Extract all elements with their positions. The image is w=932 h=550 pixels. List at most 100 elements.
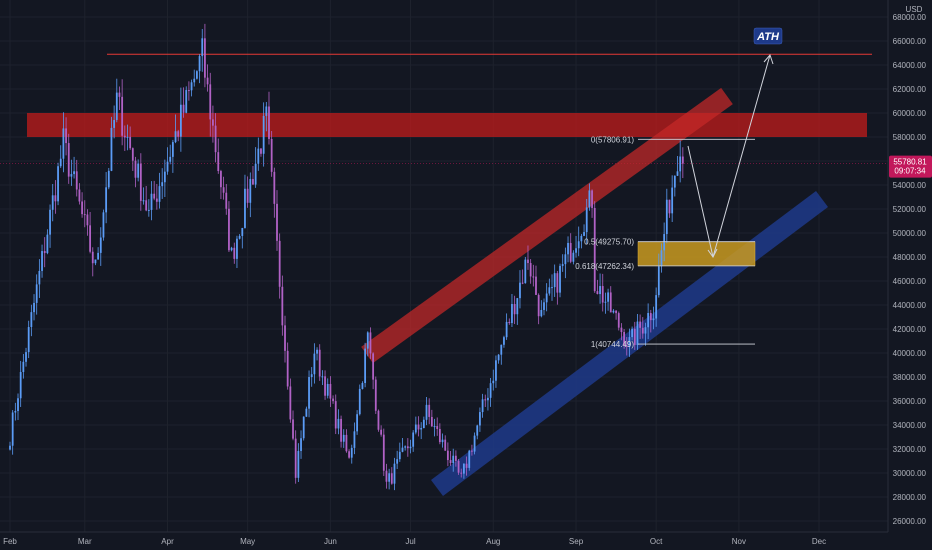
candle-body <box>529 263 532 277</box>
candle-body <box>583 232 585 236</box>
candle-body <box>89 225 91 252</box>
candle-body <box>70 174 73 177</box>
candle-body <box>225 192 228 209</box>
candle-body <box>252 179 254 185</box>
candle-body <box>476 425 479 436</box>
candle-body <box>236 238 238 259</box>
fib-level-label: 0(57806.91) <box>591 135 634 144</box>
candle-body <box>457 460 460 473</box>
candle-body <box>126 136 129 138</box>
candle-body <box>649 313 652 321</box>
candle-body <box>198 56 201 72</box>
candle-body <box>639 321 642 328</box>
y-tick-label: 66000.00 <box>893 37 927 46</box>
candle-body <box>617 313 620 328</box>
candle-body <box>123 135 126 138</box>
candle-body <box>633 328 636 345</box>
candle-body <box>655 295 658 319</box>
candle-body <box>155 198 158 202</box>
candle-body <box>276 203 278 241</box>
y-tick-label: 60000.00 <box>893 109 927 118</box>
x-tick-label: May <box>240 537 255 546</box>
current-price-tag: 55780.81 09:07:34 <box>889 155 932 178</box>
y-tick-label: 54000.00 <box>893 181 927 190</box>
candle-body <box>174 131 177 143</box>
candle-body <box>233 247 236 259</box>
candle-body <box>487 397 489 401</box>
x-tick-label: Jun <box>324 537 337 546</box>
candle-body <box>230 247 233 251</box>
projection-overlays[interactable] <box>638 54 774 345</box>
candle-body <box>337 418 340 429</box>
candle-body <box>519 282 521 299</box>
candle-body <box>278 240 281 287</box>
candle-body <box>83 214 86 216</box>
candle-body <box>300 438 302 451</box>
y-tick-label: 42000.00 <box>893 325 927 334</box>
candle-body <box>668 199 671 214</box>
candle-body <box>471 450 473 452</box>
candle-body <box>310 374 313 378</box>
candle-body <box>81 201 83 215</box>
candle-body <box>372 353 375 380</box>
y-tick-label: 26000.00 <box>893 517 927 526</box>
candle-body <box>388 473 391 482</box>
candle-body <box>393 463 396 484</box>
candle-body <box>260 148 262 154</box>
candle-body <box>364 348 367 384</box>
candle-body <box>228 208 230 251</box>
candle-body <box>588 190 591 208</box>
candle-body <box>326 383 329 396</box>
candle-body <box>27 327 30 353</box>
candle-body <box>612 310 615 313</box>
candle-body <box>468 450 471 468</box>
candle-body <box>91 251 94 264</box>
candle-body <box>102 212 105 238</box>
fib-level-label: 1(40744.49) <box>591 340 634 349</box>
candle-body <box>145 200 148 211</box>
candle-body <box>425 404 428 420</box>
candle-body <box>185 90 188 113</box>
candle-body <box>345 434 348 452</box>
candle-body <box>561 264 564 266</box>
candle-body <box>25 352 27 362</box>
candle-body <box>51 195 54 210</box>
candle-body <box>452 455 455 464</box>
y-tick-label: 58000.00 <box>893 133 927 142</box>
x-tick-label: Sep <box>569 537 584 546</box>
candle-body <box>153 193 156 199</box>
price-axis[interactable]: USD 26000.00 28000.00 30000.00 32000.00 3400… <box>887 0 932 532</box>
y-tick-label: 30000.00 <box>893 469 927 478</box>
candle-body <box>572 252 575 262</box>
candle-body <box>647 313 650 328</box>
candle-body <box>35 284 38 303</box>
candle-body <box>265 106 268 116</box>
fibonacci-retracement[interactable]: 0(57806.91) 0.5(49275.70) 0.618(47262.34) 1… <box>575 135 634 349</box>
candle-body <box>113 119 116 128</box>
y-tick-label: 38000.00 <box>893 373 927 382</box>
candle-body <box>313 353 316 375</box>
candle-body <box>9 445 11 450</box>
ath-badge[interactable]: ATH <box>753 27 783 45</box>
resistance-zone <box>27 113 867 137</box>
x-tick-label: Oct <box>650 537 663 546</box>
y-tick-label: 50000.00 <box>893 229 927 238</box>
candle-body <box>513 304 516 315</box>
candle-body <box>217 152 220 172</box>
time-axis[interactable]: Feb Mar Apr May Jun Jul Aug Sep Oct Nov Dec <box>0 531 888 546</box>
candle-body <box>559 265 561 293</box>
candle-body <box>163 171 166 183</box>
candle-body <box>577 241 580 249</box>
candle-body <box>495 360 497 381</box>
candle-body <box>430 416 433 427</box>
candle-body <box>241 227 244 236</box>
candle-body <box>30 312 33 328</box>
candle-body <box>374 379 377 411</box>
candle-body <box>115 92 118 120</box>
candle-body <box>57 166 59 202</box>
candle-body <box>158 186 161 202</box>
candle-body <box>390 473 393 484</box>
candle-body <box>67 143 70 177</box>
candle-body <box>516 298 519 315</box>
